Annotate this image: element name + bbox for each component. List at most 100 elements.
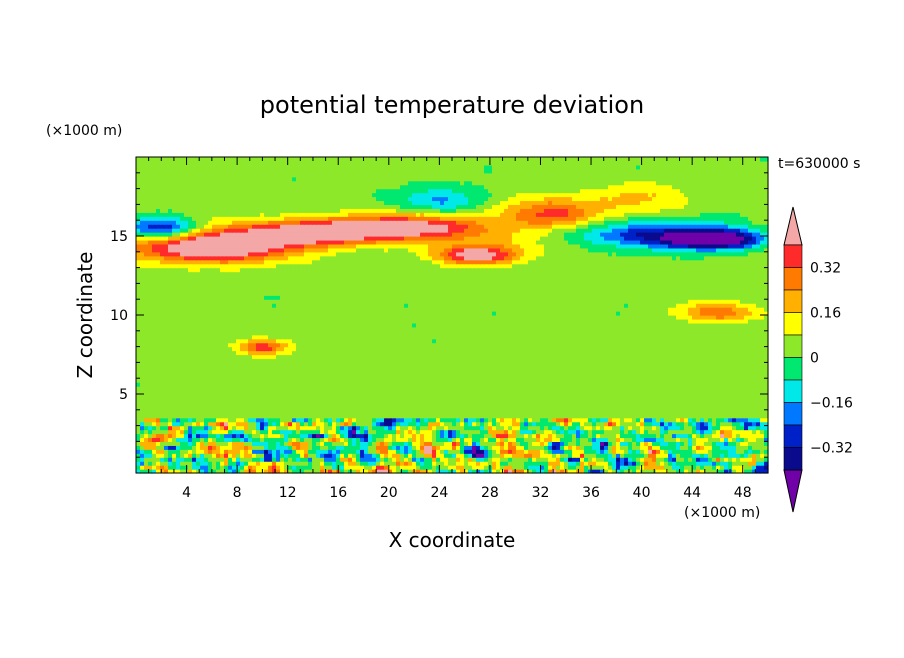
heatmap-cell xyxy=(540,362,545,367)
heatmap-cell xyxy=(312,461,317,466)
heatmap-cell xyxy=(240,362,245,367)
heatmap-cell xyxy=(708,374,713,379)
heatmap-cell xyxy=(592,449,597,454)
heatmap-cell xyxy=(608,409,613,415)
heatmap-cell xyxy=(172,461,177,466)
heatmap-cell xyxy=(168,461,173,466)
heatmap-cell xyxy=(440,437,445,442)
heatmap-cell xyxy=(300,382,305,387)
heatmap-cell xyxy=(544,441,549,446)
heatmap-cell xyxy=(708,445,713,450)
heatmap-cell xyxy=(424,413,429,419)
heatmap-cell xyxy=(748,417,753,423)
heatmap-cell xyxy=(208,437,213,442)
heatmap-cell xyxy=(196,417,201,423)
heatmap-cell xyxy=(464,441,469,446)
heatmap-cell xyxy=(644,449,649,454)
heatmap-cell xyxy=(192,401,197,407)
heatmap-cell xyxy=(660,453,665,458)
heatmap-cell xyxy=(428,401,433,407)
heatmap-cell xyxy=(232,366,237,371)
heatmap-cell xyxy=(624,366,629,371)
heatmap-cell xyxy=(192,386,197,391)
heatmap-cell xyxy=(212,405,217,411)
heatmap-cell xyxy=(220,346,225,352)
heatmap-cell xyxy=(432,405,437,411)
heatmap-cell xyxy=(440,405,445,411)
heatmap-cell xyxy=(684,370,689,375)
heatmap-cell xyxy=(376,409,381,415)
heatmap-cell xyxy=(728,366,733,371)
heatmap-cell xyxy=(496,449,501,454)
heatmap-cell xyxy=(668,370,673,375)
heatmap-cell xyxy=(260,445,265,450)
heatmap-cell xyxy=(508,445,513,450)
heatmap-cell xyxy=(212,413,217,419)
heatmap-cell xyxy=(444,445,449,450)
heatmap-cell xyxy=(532,413,537,419)
heatmap-cell xyxy=(428,413,433,419)
heatmap-cell xyxy=(236,354,241,360)
heatmap-cell xyxy=(240,421,245,427)
heatmap-cell xyxy=(688,417,693,423)
heatmap-cell xyxy=(496,417,501,423)
heatmap-cell xyxy=(236,401,241,407)
heatmap-cell xyxy=(208,401,213,407)
heatmap-cell xyxy=(328,394,333,399)
heatmap-cell xyxy=(464,401,469,407)
heatmap-cell xyxy=(328,378,333,383)
heatmap-cell xyxy=(540,350,545,356)
heatmap-cell xyxy=(216,421,221,427)
heatmap-cell xyxy=(460,358,465,363)
heatmap-cell xyxy=(620,409,625,415)
heatmap-cell xyxy=(480,350,485,356)
heatmap-cell xyxy=(324,457,329,462)
heatmap-cell xyxy=(732,362,737,367)
heatmap-cell xyxy=(384,413,389,419)
heatmap-cell xyxy=(480,425,485,431)
heatmap-cell xyxy=(708,358,713,363)
heatmap-cell xyxy=(580,433,585,439)
heatmap-cell xyxy=(556,409,561,415)
heatmap-cell xyxy=(356,374,361,379)
heatmap-cell xyxy=(360,429,365,435)
heatmap-cell xyxy=(360,378,365,383)
heatmap-cell xyxy=(508,405,513,411)
heatmap-cell xyxy=(336,429,341,435)
heatmap-cell xyxy=(340,394,345,399)
heatmap-cell xyxy=(228,429,233,435)
heatmap-cell xyxy=(336,421,341,427)
heatmap-cell xyxy=(412,354,417,360)
heatmap-cell xyxy=(616,449,621,454)
heatmap-cell xyxy=(424,386,429,391)
heatmap-cell xyxy=(336,350,341,356)
heatmap-cell xyxy=(700,465,705,470)
heatmap-cell xyxy=(576,350,581,356)
heatmap-cell xyxy=(564,457,569,462)
heatmap-cell xyxy=(244,433,249,439)
heatmap-cell xyxy=(228,445,233,450)
heatmap-cell xyxy=(328,350,333,356)
heatmap-cell xyxy=(416,413,421,419)
heatmap-cell xyxy=(740,397,745,403)
heatmap-cell xyxy=(596,469,601,474)
heatmap-cell xyxy=(580,441,585,446)
heatmap-cell xyxy=(264,469,269,474)
heatmap-cell xyxy=(552,421,557,427)
heatmap-cell xyxy=(380,362,385,367)
heatmap-cell xyxy=(324,370,329,375)
heatmap-cell xyxy=(324,346,329,352)
heatmap-cell xyxy=(344,397,349,403)
heatmap-cell xyxy=(656,409,661,415)
heatmap-cell xyxy=(632,469,637,474)
heatmap-cell xyxy=(604,449,609,454)
heatmap-cell xyxy=(504,417,509,423)
heatmap-cell xyxy=(300,405,305,411)
heatmap-cell xyxy=(184,366,189,371)
heatmap-cell xyxy=(540,461,545,466)
heatmap-cell xyxy=(356,465,361,470)
heatmap-cell xyxy=(724,354,729,360)
heatmap-cell xyxy=(528,354,533,360)
time-label: t=630000 s xyxy=(778,156,860,172)
